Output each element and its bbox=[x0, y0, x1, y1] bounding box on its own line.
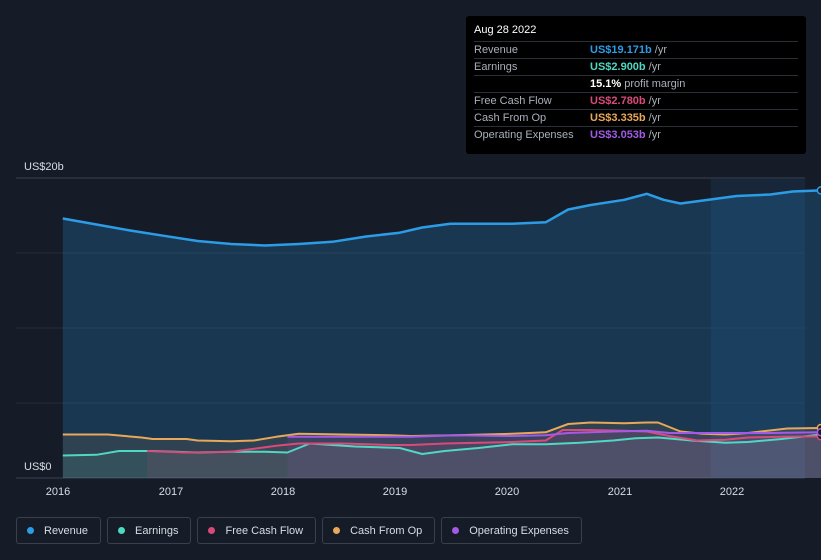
tooltip-row-label: Operating Expenses bbox=[474, 129, 574, 141]
free-cash-flow-area bbox=[147, 430, 821, 478]
tooltip-row: Operating Expenses US$3.053b/yr bbox=[474, 126, 798, 143]
tooltip-row-unit: /yr bbox=[654, 44, 667, 56]
legend-label: Free Cash Flow bbox=[225, 524, 304, 537]
tooltip-row-value: US$19.171b bbox=[590, 44, 652, 56]
legend-dot-icon bbox=[333, 527, 341, 534]
chart-area: US$20b US$0 2016 2017 2018 2019 2020 2021 2022 bbox=[16, 161, 821, 498]
legend-item-revenue[interactable]: Revenue bbox=[16, 517, 102, 544]
tooltip-row-value: 15.1% bbox=[590, 78, 622, 90]
legend-dot-icon bbox=[118, 527, 126, 534]
operating-expenses-endpoint bbox=[816, 427, 821, 437]
legend-dot-icon bbox=[27, 527, 34, 534]
tooltip-row-label bbox=[474, 76, 590, 92]
operating-expenses-area bbox=[287, 430, 821, 478]
revenue-line bbox=[62, 189, 821, 247]
legend-item-free-cash-flow[interactable]: Free Cash Flow bbox=[197, 517, 317, 544]
tooltip-row-label: Cash From Op bbox=[474, 112, 547, 124]
cash-from-op-area bbox=[62, 422, 821, 478]
x-tick-label: 2019 bbox=[383, 486, 407, 498]
tooltip-row-label: Free Cash Flow bbox=[474, 95, 552, 107]
x-tick-label: 2021 bbox=[608, 486, 632, 498]
free-cash-flow-line bbox=[147, 429, 821, 454]
data-tooltip: Aug 28 2022 Revenue US$19.171b/yr Earnings… bbox=[466, 16, 806, 154]
tooltip-date: Aug 28 2022 bbox=[474, 24, 537, 36]
y-axis-bottom-label: US$0 bbox=[24, 461, 52, 473]
tooltip-row: 15.1% profit margin bbox=[474, 75, 798, 92]
revenue-endpoint bbox=[816, 186, 821, 195]
x-tick-label: 2018 bbox=[271, 486, 295, 498]
revenue-area bbox=[62, 190, 821, 478]
tooltip-row-unit: /yr bbox=[648, 112, 661, 124]
tooltip-row-value: US$2.780b bbox=[590, 95, 646, 107]
tooltip-row: Revenue US$19.171b/yr bbox=[474, 41, 798, 58]
legend-label: Operating Expenses bbox=[469, 524, 569, 537]
tooltip-row-value: US$3.335b bbox=[590, 112, 646, 124]
legend-label: Revenue bbox=[44, 524, 89, 537]
tooltip-row-value: US$3.053b bbox=[590, 129, 646, 141]
x-tick-label: 2020 bbox=[495, 486, 519, 498]
tooltip-row: Cash From Op US$3.335b/yr bbox=[474, 109, 798, 126]
chart-legend: Revenue Earnings Free Cash Flow Cash From O… bbox=[16, 517, 582, 544]
tooltip-row: Earnings US$2.900b/yr bbox=[474, 58, 798, 75]
legend-label: Cash From Op bbox=[350, 524, 423, 537]
operating-expenses-line bbox=[287, 429, 821, 438]
tooltip-row-unit: /yr bbox=[648, 95, 661, 107]
tooltip-row-unit: profit margin bbox=[624, 78, 686, 90]
earnings-area bbox=[62, 434, 821, 478]
tooltip-row-unit: /yr bbox=[648, 129, 661, 141]
y-axis-top-label: US$20b bbox=[24, 161, 64, 173]
legend-label: Earnings bbox=[135, 524, 179, 537]
legend-dot-icon bbox=[208, 527, 216, 534]
x-tick-label: 2016 bbox=[46, 486, 70, 498]
legend-item-cash-from-op[interactable]: Cash From Op bbox=[322, 517, 436, 544]
tooltip-row-label: Earnings bbox=[474, 61, 518, 73]
tooltip-row-unit: /yr bbox=[648, 61, 661, 73]
tooltip-row-value: US$2.900b bbox=[590, 61, 646, 73]
x-tick-label: 2017 bbox=[159, 486, 183, 498]
legend-dot-icon bbox=[452, 527, 460, 534]
legend-item-operating-expenses[interactable]: Operating Expenses bbox=[441, 517, 582, 544]
x-tick-label: 2022 bbox=[720, 486, 744, 498]
tooltip-row: Free Cash Flow US$2.780b/yr bbox=[474, 92, 798, 109]
legend-item-earnings[interactable]: Earnings bbox=[107, 517, 192, 544]
tooltip-row-label: Revenue bbox=[474, 44, 519, 56]
